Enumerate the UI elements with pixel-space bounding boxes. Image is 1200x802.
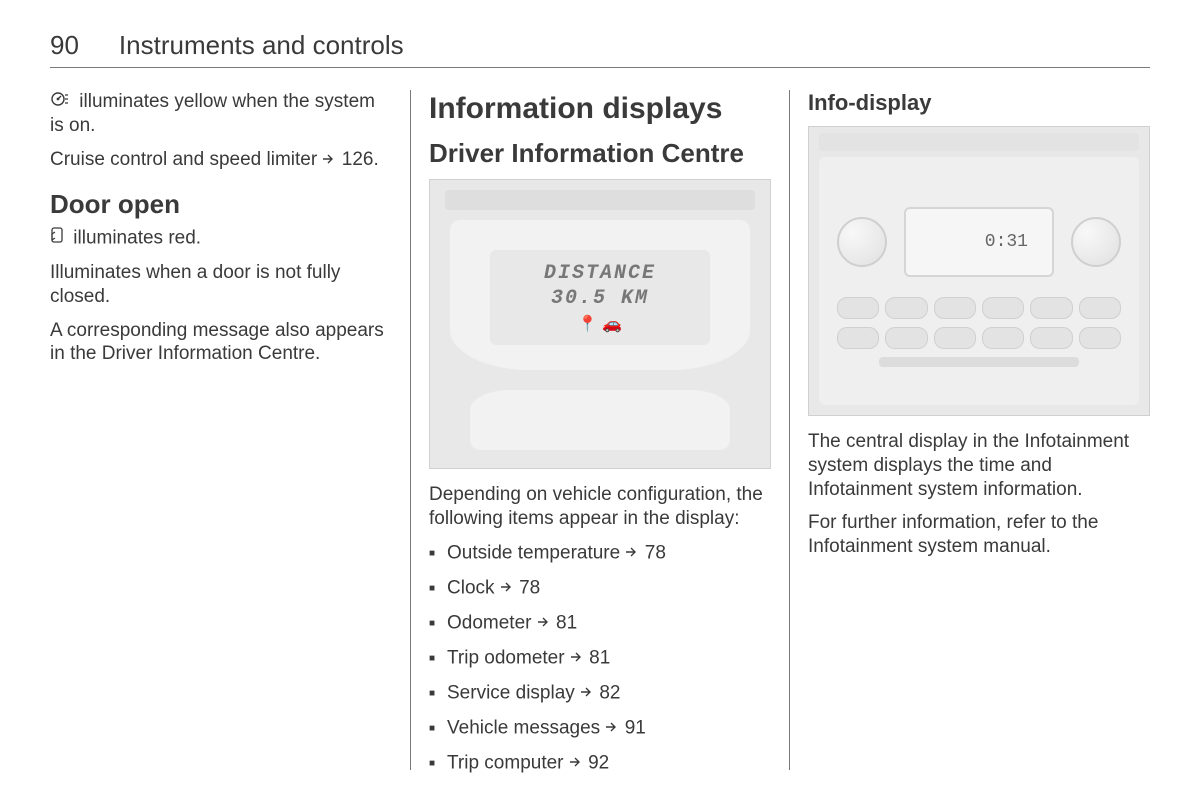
reference-arrow-icon	[605, 716, 619, 741]
item-label: Clock	[447, 577, 500, 598]
item-ref: 78	[519, 577, 540, 598]
dic-intro: Depending on vehicle configuration, the …	[429, 483, 771, 531]
cruise-text: illuminates yellow when the system is on…	[50, 91, 375, 136]
column-2: Information displays Driver Information …	[410, 90, 790, 770]
radio-button	[885, 297, 927, 319]
reference-arrow-icon	[580, 681, 594, 706]
item-ref: 92	[588, 752, 609, 773]
radio-screen: 0:31	[904, 207, 1054, 277]
cruise-ref-paragraph: Cruise control and speed limiter 126.	[50, 148, 392, 172]
info-display-figure: 0:31	[808, 126, 1150, 416]
door-open-p1: illuminates red.	[50, 226, 392, 251]
content-columns: illuminates yellow when the system is on…	[50, 90, 1150, 770]
item-ref: 81	[556, 612, 577, 633]
list-item: Trip computer 92	[429, 751, 771, 776]
radio-button	[934, 327, 976, 349]
cruise-ref-num: 126	[342, 149, 374, 170]
column-1: illuminates yellow when the system is on…	[50, 90, 410, 770]
list-item: Trip odometer 81	[429, 646, 771, 671]
cruise-control-icon	[50, 90, 70, 114]
door-open-icon	[50, 226, 64, 251]
radio-button	[837, 327, 879, 349]
radio-button-row-2	[837, 327, 1121, 349]
radio-button	[1079, 297, 1121, 319]
radio-button	[1030, 327, 1072, 349]
column-3: Info-display 0:31 The central display in…	[790, 90, 1150, 770]
item-label: Trip odometer	[447, 647, 570, 668]
list-item: Vehicle messages 91	[429, 716, 771, 741]
door-open-p3: A corresponding message also appears in …	[50, 319, 392, 367]
item-label: Service display	[447, 682, 580, 703]
reference-arrow-icon	[570, 646, 584, 671]
radio-top-bar	[819, 133, 1139, 151]
dic-line2: 30.5 KM	[490, 287, 710, 310]
page-number: 90	[50, 30, 79, 61]
radio-button	[1079, 327, 1121, 349]
door-open-text: illuminates red.	[68, 228, 201, 249]
dic-figure: DISTANCE 30.5 KM 📍 🚗	[429, 179, 771, 469]
list-item: Clock 78	[429, 576, 771, 601]
cluster-bottom	[470, 390, 730, 450]
radio-button	[885, 327, 927, 349]
list-item: Outside temperature 78	[429, 541, 771, 566]
radio-button-row-1	[837, 297, 1121, 319]
figure-shadow	[445, 190, 755, 210]
item-label: Vehicle messages	[447, 717, 605, 738]
info-display-p2: For further information, refer to the In…	[808, 511, 1150, 559]
dic-item-list: Outside temperature 78Clock 78Odometer 8…	[429, 541, 771, 776]
cruise-control-paragraph: illuminates yellow when the system is on…	[50, 90, 392, 138]
item-label: Outside temperature	[447, 542, 625, 563]
item-ref: 82	[599, 682, 620, 703]
dic-heading: Driver Information Centre	[429, 138, 771, 169]
info-display-p1: The central display in the Infotainment …	[808, 430, 1150, 501]
item-ref: 78	[645, 542, 666, 563]
radio-button	[982, 297, 1024, 319]
info-display-heading: Info-display	[808, 90, 1150, 116]
cruise-ref-suffix: .	[373, 149, 378, 170]
item-label: Trip computer	[447, 752, 569, 773]
door-open-heading: Door open	[50, 189, 392, 220]
item-ref: 81	[589, 647, 610, 668]
radio-button	[837, 297, 879, 319]
reference-arrow-icon	[569, 751, 583, 776]
reference-arrow-icon	[625, 541, 639, 566]
radio-button	[1030, 297, 1072, 319]
dic-icons: 📍 🚗	[490, 314, 710, 334]
item-ref: 91	[625, 717, 646, 738]
radio-button	[982, 327, 1024, 349]
cruise-ref-prefix: Cruise control and speed limiter	[50, 149, 322, 170]
reference-arrow-icon	[500, 576, 514, 601]
radio-button	[934, 297, 976, 319]
reference-arrow-icon	[322, 148, 336, 172]
item-label: Odometer	[447, 612, 537, 633]
dic-screen: DISTANCE 30.5 KM 📍 🚗	[490, 250, 710, 345]
page-header: 90 Instruments and controls	[50, 30, 1150, 68]
radio-knob-right	[1071, 217, 1121, 267]
reference-arrow-icon	[537, 611, 551, 636]
radio-knob-left	[837, 217, 887, 267]
dic-line1: DISTANCE	[490, 262, 710, 285]
list-item: Odometer 81	[429, 611, 771, 636]
list-item: Service display 82	[429, 681, 771, 706]
radio-body: 0:31	[819, 157, 1139, 405]
info-displays-heading: Information displays	[429, 92, 771, 126]
chapter-title: Instruments and controls	[119, 30, 404, 61]
cd-slot	[879, 357, 1079, 367]
door-open-p2: Illuminates when a door is not fully clo…	[50, 261, 392, 309]
